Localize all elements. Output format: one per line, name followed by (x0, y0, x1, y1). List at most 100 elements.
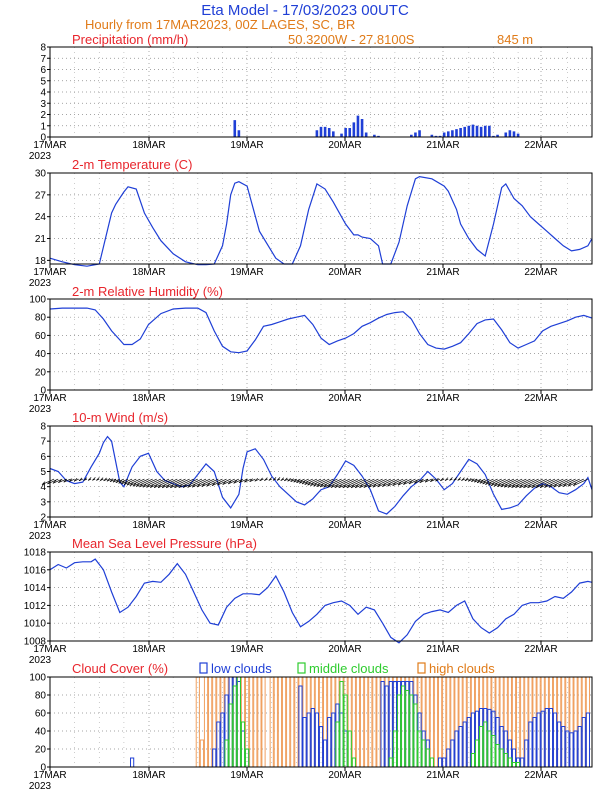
precip-bar (463, 126, 467, 137)
cloud-ytick-label: 80 (35, 691, 47, 702)
wind-barb-feather (118, 480, 122, 484)
wind-barb (115, 478, 125, 484)
wind-barb-feather (150, 484, 154, 488)
cloud-high-bar (372, 676, 377, 768)
wind-barb (350, 478, 371, 489)
wind-barb-feather (268, 477, 273, 481)
wind-barb (135, 478, 153, 487)
wind-ytick-label: 8 (40, 422, 46, 433)
wind-barb-feather (296, 479, 300, 483)
precip-bar (492, 135, 495, 137)
precip-xtick-label: 19MAR (230, 140, 263, 151)
wind-barb-feather (544, 484, 548, 488)
cloud-low-bar (442, 757, 447, 768)
wind-barb (132, 478, 149, 487)
cloud-middle-bar (479, 726, 484, 768)
humidity-panel: 0 20 40 60 80 100 17MAR 18MAR 19MAR 20MAR 21MAR 22M… (29, 284, 593, 415)
humidity-ytick-label: 20 (35, 367, 47, 378)
wind-barb-feather (562, 483, 567, 487)
cloud-low-bar (565, 730, 570, 768)
cloud-low-bar (323, 739, 328, 768)
wind-barb-feather (527, 484, 531, 489)
cloud-low-bar (544, 708, 549, 768)
cloud-high-bar (277, 676, 283, 768)
cloud-middle-bar (351, 757, 356, 768)
wind-panel: 2 3 4 5 6 7 8 17MAR 18MAR 19MAR 20MAR 21MAR 22MAR 202… (29, 410, 593, 542)
wind-barb (359, 478, 379, 489)
precip-bar (327, 128, 331, 137)
wind-barb (68, 478, 75, 482)
cloud-low-bar (314, 712, 319, 768)
cloud-xtick-label: 22MAR (524, 770, 557, 781)
cloud-low-bar (585, 712, 590, 768)
precip-bar (446, 131, 450, 137)
pressure-xtick-label: 17MAR (33, 644, 66, 655)
precip-bar (360, 119, 364, 137)
cloud-low-bar (577, 726, 582, 768)
cloud-middle-bar (417, 730, 422, 768)
wind-barb-feather (363, 484, 368, 488)
cloud-ytick-label: 40 (35, 727, 47, 738)
cloud-middle-bar (401, 685, 406, 768)
cloud-low-bar (130, 757, 135, 768)
cloud-low-bar (298, 685, 303, 768)
wind-barb-feather (170, 484, 174, 489)
humidity-xtick-label: 17MAR (33, 393, 66, 404)
wind-barb-feather (334, 484, 339, 488)
wind-barb-feather (287, 477, 291, 482)
pressure-year-label: 2023 (29, 655, 52, 666)
precip-bar (414, 132, 417, 137)
precip-ytick-label: 4 (40, 88, 46, 99)
wind-barb-feather (146, 484, 150, 488)
precip-bar (377, 135, 380, 137)
wind-xtick-label: 17MAR (33, 520, 66, 531)
wind-barb (238, 478, 248, 484)
wind-barb (548, 478, 568, 488)
cloud-low-bar (220, 712, 225, 768)
wind-barb-feather (106, 477, 111, 482)
wind-barb (192, 478, 211, 488)
cloud-middle-bar (511, 762, 517, 768)
wind-barb-feather (392, 482, 396, 486)
wind-barb (142, 478, 162, 488)
cloud-middle-bar (487, 730, 492, 768)
wind-barb (170, 478, 190, 489)
wind-barb-feather (397, 481, 402, 486)
wind-barb-feather (350, 484, 355, 489)
precip-xtick-label: 17MAR (33, 140, 66, 151)
wind-barb (187, 478, 207, 488)
wind-line (49, 435, 593, 515)
cloud-high-bar (203, 676, 209, 768)
wind-barb-feather (377, 483, 381, 488)
cloud-low-bar (380, 681, 385, 768)
wind-barb (47, 478, 59, 485)
cloud-high-bar (442, 676, 447, 768)
cloud-low-bar (388, 681, 393, 768)
wind-barb (544, 478, 564, 488)
wind-barb (342, 478, 363, 489)
precip-bar (344, 128, 347, 137)
wind-barb (327, 478, 346, 488)
wind-barb-feather (280, 477, 285, 481)
wind-barb-feather (68, 478, 73, 482)
cloud-low-bar (557, 721, 562, 768)
temp-ytick-label: 21 (35, 234, 47, 245)
pressure-xtick-label: 20MAR (328, 644, 361, 655)
temp-xtick-label: 22MAR (524, 267, 557, 278)
wind-barb (118, 478, 129, 484)
wind-barb (485, 478, 498, 485)
humidity-frame (49, 298, 593, 391)
pressure-ytick-label: 1012 (24, 601, 47, 612)
precip-bar (467, 125, 471, 137)
wind-barb (146, 478, 166, 488)
humidity-xtick-label: 18MAR (132, 393, 165, 404)
wind-barb (313, 478, 330, 487)
wind-barb (392, 478, 408, 487)
wind-barb (558, 478, 576, 488)
wind-barb (377, 478, 396, 488)
wind-barb-feather (548, 484, 553, 488)
wind-barb (244, 478, 252, 483)
wind-barb (338, 478, 359, 489)
